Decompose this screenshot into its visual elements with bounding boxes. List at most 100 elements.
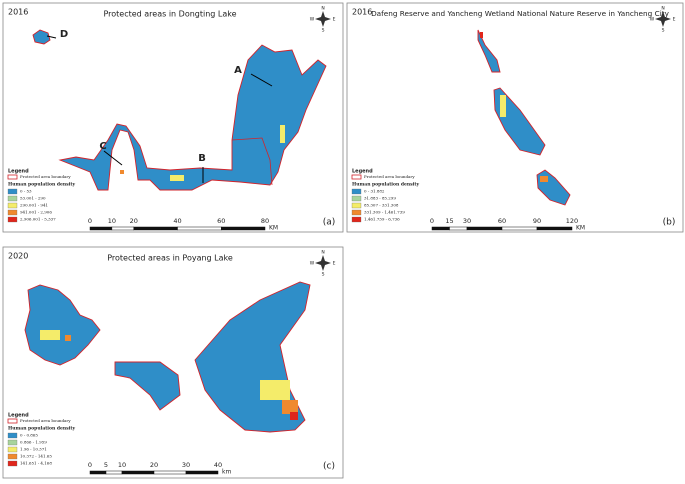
scale-segment bbox=[111, 226, 134, 231]
protected-area bbox=[477, 29, 501, 73]
legend-label: 0.866 - 1.959 bbox=[20, 440, 47, 445]
panel-tag: (a) bbox=[323, 218, 336, 228]
legend-subtitle: Human population density bbox=[8, 426, 75, 432]
scale-label: 80 bbox=[261, 217, 269, 225]
legend-label: 10.372 - 141.65 bbox=[20, 454, 52, 459]
legend-subtitle: Human population density bbox=[352, 182, 419, 188]
legend-label: 31.883 - 85.299 bbox=[364, 196, 396, 201]
scale-label: 0 bbox=[88, 217, 92, 225]
panel-year: 2020 bbox=[8, 252, 28, 261]
scale-segment bbox=[431, 226, 450, 231]
scale-segment bbox=[89, 226, 113, 231]
compass-letter: W bbox=[310, 261, 315, 267]
legend-label: Protected area boundary bbox=[364, 174, 415, 179]
compass-letter: W bbox=[310, 17, 315, 23]
protected-area bbox=[58, 44, 327, 191]
scale-label: 20 bbox=[130, 217, 138, 225]
panel-year: 2016 bbox=[352, 8, 372, 17]
legend-label: 53.001 - 290 bbox=[20, 196, 46, 201]
legend-swatch bbox=[7, 216, 18, 223]
legend-swatch bbox=[351, 216, 362, 223]
protected-area bbox=[114, 361, 181, 411]
area-label: B bbox=[198, 153, 206, 164]
scale-unit: KM bbox=[576, 225, 585, 232]
legend-swatch bbox=[7, 202, 18, 209]
scale-label: 15 bbox=[445, 217, 453, 225]
legend-label: Protected area boundary bbox=[20, 418, 71, 423]
scale-unit: KM bbox=[269, 225, 278, 232]
arrow bbox=[103, 150, 123, 166]
scale-label: 40 bbox=[214, 461, 222, 469]
legend-label: 1.96 - 10.371 bbox=[20, 447, 47, 452]
legend-label: 331.309 - 1,461.739 bbox=[364, 210, 405, 215]
legend-label: 85.307 - 331.308 bbox=[364, 203, 399, 208]
compass-letter: E bbox=[333, 261, 336, 267]
legend-boundary-swatch bbox=[7, 418, 18, 424]
panel-tag: (b) bbox=[663, 218, 676, 228]
scale-segment bbox=[221, 226, 266, 231]
scale-label: 10 bbox=[118, 461, 126, 469]
density-patch bbox=[500, 95, 506, 117]
scale-label: 20 bbox=[150, 461, 158, 469]
compass bbox=[315, 255, 331, 271]
legend-title: Legend bbox=[8, 169, 29, 175]
legend-swatch bbox=[7, 460, 18, 467]
compass-letter: N bbox=[321, 6, 324, 12]
arrows bbox=[46, 35, 273, 183]
legend-swatch bbox=[7, 432, 18, 439]
compass bbox=[315, 11, 331, 27]
panel-title: Protected areas in Dongting Lake bbox=[103, 10, 236, 19]
compass-letter: N bbox=[661, 6, 664, 12]
scale-label: 60 bbox=[498, 217, 506, 225]
legend-title: Legend bbox=[352, 169, 373, 175]
legend-label: 2,906.001 - 5,337 bbox=[20, 217, 56, 222]
legend-subtitle: Human population density bbox=[8, 182, 75, 188]
panel-title: Protected areas in Poyang Lake bbox=[107, 254, 233, 263]
legend-swatch bbox=[351, 188, 362, 195]
density-patch bbox=[170, 175, 184, 181]
legend-title: Legend bbox=[8, 413, 29, 419]
scale-label: 0 bbox=[88, 461, 92, 469]
compass-letter: S bbox=[322, 272, 325, 278]
scale-segment bbox=[536, 226, 573, 231]
scale-unit: km bbox=[222, 469, 231, 476]
legend-swatch bbox=[7, 195, 18, 202]
area-label: D bbox=[60, 29, 68, 40]
legend-label: 141.651 - 4,168 bbox=[20, 461, 52, 466]
scale-label: 10 bbox=[108, 217, 116, 225]
legend-label: Protected area boundary bbox=[20, 174, 71, 179]
protected-area bbox=[24, 284, 101, 366]
compass-letter: S bbox=[322, 28, 325, 34]
legend-boundary-swatch bbox=[7, 174, 18, 180]
scale-segment bbox=[466, 226, 503, 231]
density-patch bbox=[280, 125, 285, 143]
legend-swatch bbox=[7, 209, 18, 216]
legend-label: 0 - 31.882 bbox=[364, 189, 385, 194]
scale-segment bbox=[501, 226, 538, 231]
density-patch bbox=[290, 412, 298, 420]
density-patch bbox=[540, 176, 548, 182]
scale-label: 40 bbox=[173, 217, 181, 225]
legend-boundary-swatch bbox=[351, 174, 362, 180]
density-patch bbox=[282, 400, 298, 414]
scale-segment bbox=[105, 470, 123, 475]
legend-swatch bbox=[351, 209, 362, 216]
compass-letter: E bbox=[673, 17, 676, 23]
panel-title: Dafeng Reserve and Yancheng Wetland Nati… bbox=[371, 9, 670, 18]
scale-label: 90 bbox=[533, 217, 541, 225]
boundary bbox=[231, 137, 273, 186]
area-label: A bbox=[234, 65, 242, 76]
scale-label: 60 bbox=[217, 217, 225, 225]
panel-year: 2016 bbox=[8, 8, 28, 17]
density-patch bbox=[260, 380, 290, 400]
protected-area bbox=[493, 87, 546, 156]
arrow bbox=[46, 35, 57, 39]
scale-label: 120 bbox=[566, 217, 578, 225]
panel-tag: (c) bbox=[323, 462, 335, 472]
scale-segment bbox=[449, 226, 468, 231]
legend-label: 0 - 53 bbox=[20, 189, 32, 194]
area-label: C bbox=[99, 141, 106, 152]
scale-segment bbox=[177, 226, 222, 231]
scale-label: 30 bbox=[182, 461, 190, 469]
